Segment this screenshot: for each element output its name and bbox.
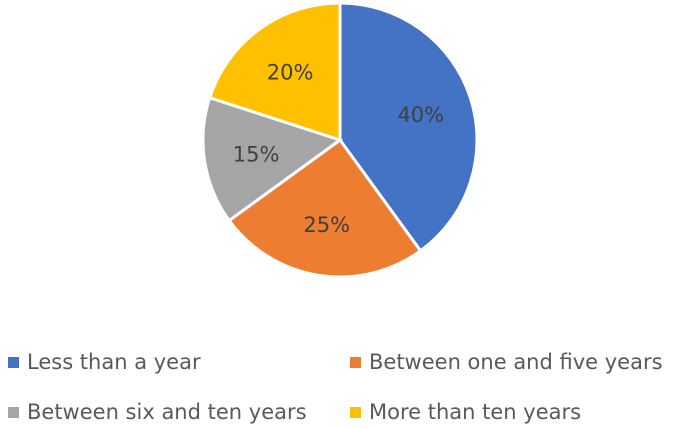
pie-slice [338, 1, 479, 253]
legend-item-2: Between six and ten years [8, 400, 307, 424]
pie-slice [201, 95, 344, 223]
pie-slice [227, 137, 423, 279]
legend-item-3: More than ten years [350, 400, 581, 424]
legend-swatch [350, 356, 361, 368]
data-label: 20% [267, 60, 314, 84]
legend-item-0: Less than a year [8, 350, 201, 374]
legend-label: Between one and five years [369, 350, 663, 374]
legend-swatch [8, 356, 19, 368]
data-label: 15% [233, 142, 280, 166]
legend-label: More than ten years [369, 400, 582, 424]
legend-swatch [350, 406, 361, 418]
data-label: 25% [303, 213, 350, 237]
legend-label: Less than a year [27, 350, 201, 374]
legend-label: Between six and ten years [27, 400, 307, 424]
pie-slice [207, 1, 342, 143]
data-label: 40% [397, 103, 444, 127]
legend-item-1: Between one and five years [350, 350, 663, 374]
legend-swatch [8, 406, 19, 418]
